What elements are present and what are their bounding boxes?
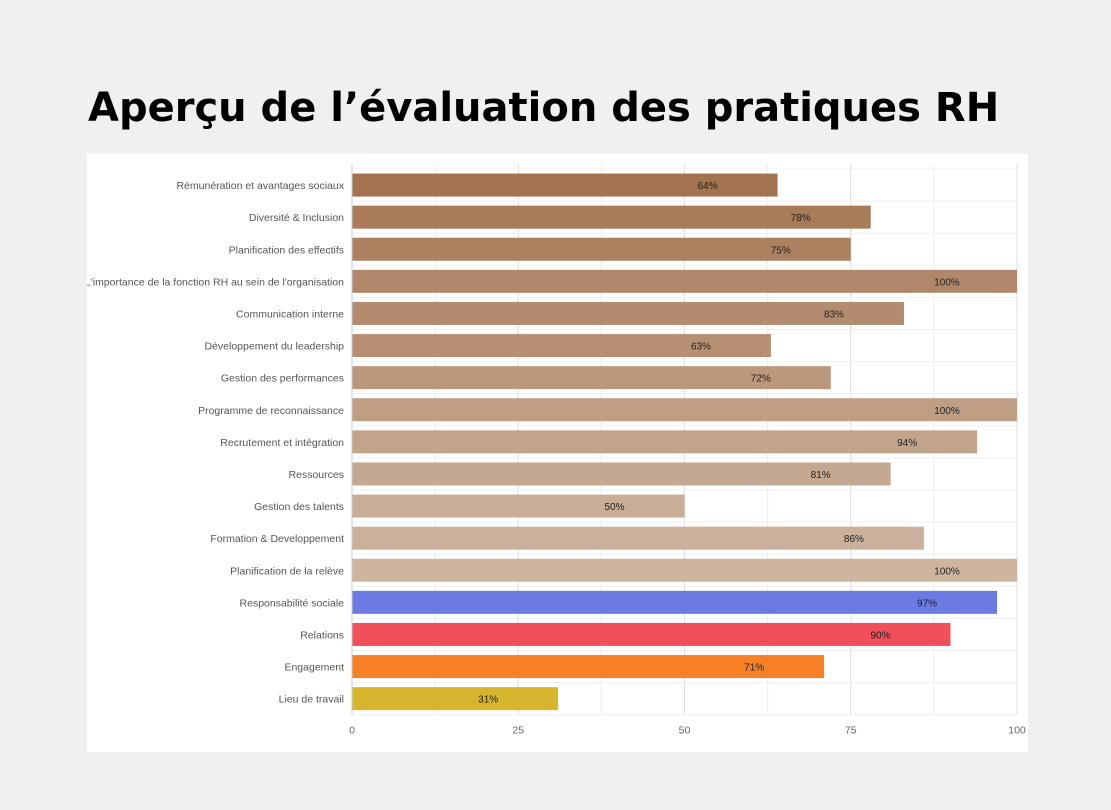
category-label: Programme de reconnaissance	[198, 405, 344, 417]
x-tick-label: 75	[845, 725, 857, 737]
bar	[352, 430, 978, 454]
page-title: Aperçu de l’évaluation des pratiques RH	[88, 85, 1000, 131]
value-label: 83%	[824, 309, 844, 320]
bar	[352, 687, 559, 711]
x-tick-label: 100	[1008, 725, 1026, 737]
value-label: 90%	[870, 630, 890, 641]
value-label: 78%	[791, 213, 811, 224]
bar	[352, 462, 891, 486]
category-label: L'importance de la fonction RH au sein d…	[87, 276, 344, 288]
bar	[352, 301, 904, 325]
category-label: Gestion des talents	[254, 501, 344, 513]
x-tick-label: 50	[679, 725, 691, 737]
value-label: 72%	[751, 374, 771, 385]
value-label: 97%	[917, 598, 937, 609]
category-label: Relations	[300, 629, 344, 641]
bar	[352, 526, 924, 550]
bar	[352, 494, 685, 518]
value-label: 75%	[771, 245, 791, 256]
value-label: 100%	[934, 277, 960, 288]
category-label: Responsabilité sociale	[240, 597, 345, 609]
category-label: Formation & Developpement	[210, 533, 344, 545]
label-layer: Rémunération et avantages sociaux 64% Dive…	[87, 180, 960, 706]
bar	[352, 269, 1017, 293]
category-label: Gestion des performances	[221, 373, 344, 385]
bar	[352, 237, 851, 261]
bar	[352, 366, 831, 390]
bar	[352, 655, 825, 679]
x-tick-label: 0	[349, 725, 355, 737]
value-label: 71%	[744, 663, 764, 674]
category-label: Recrutement et intégration	[220, 437, 344, 449]
chart-card: Rémunération et avantages sociaux 64% Dive…	[87, 154, 1028, 752]
value-label: 31%	[478, 695, 498, 706]
value-label: 50%	[604, 502, 624, 513]
value-label: 63%	[691, 342, 711, 353]
value-label: 94%	[897, 438, 917, 449]
category-label: Diversité & Inclusion	[249, 212, 344, 224]
bar	[352, 558, 1017, 582]
value-label: 64%	[698, 181, 718, 192]
category-label: Planification des effectifs	[229, 244, 344, 256]
bar	[352, 622, 951, 646]
category-label: Engagement	[284, 662, 344, 674]
bar	[352, 398, 1017, 422]
bar-layer	[352, 173, 1017, 711]
axis-layer: 0 25 50 75 100	[349, 164, 1026, 737]
category-label: Développement du leadership	[204, 341, 344, 353]
value-label: 86%	[844, 534, 864, 545]
category-label: Communication interne	[236, 308, 344, 320]
value-label: 100%	[934, 406, 960, 417]
bar	[352, 173, 778, 197]
bar	[352, 590, 998, 614]
category-label: Ressources	[289, 469, 344, 481]
bar-chart: Rémunération et avantages sociaux 64% Dive…	[87, 164, 1026, 737]
category-label: Rémunération et avantages sociaux	[176, 180, 344, 192]
value-label: 100%	[934, 566, 960, 577]
x-tick-label: 25	[512, 725, 524, 737]
value-label: 81%	[811, 470, 831, 481]
bar	[352, 334, 771, 358]
category-label: Planification de la relève	[230, 565, 344, 577]
category-label: Lieu de travail	[279, 694, 344, 706]
bar	[352, 205, 871, 229]
